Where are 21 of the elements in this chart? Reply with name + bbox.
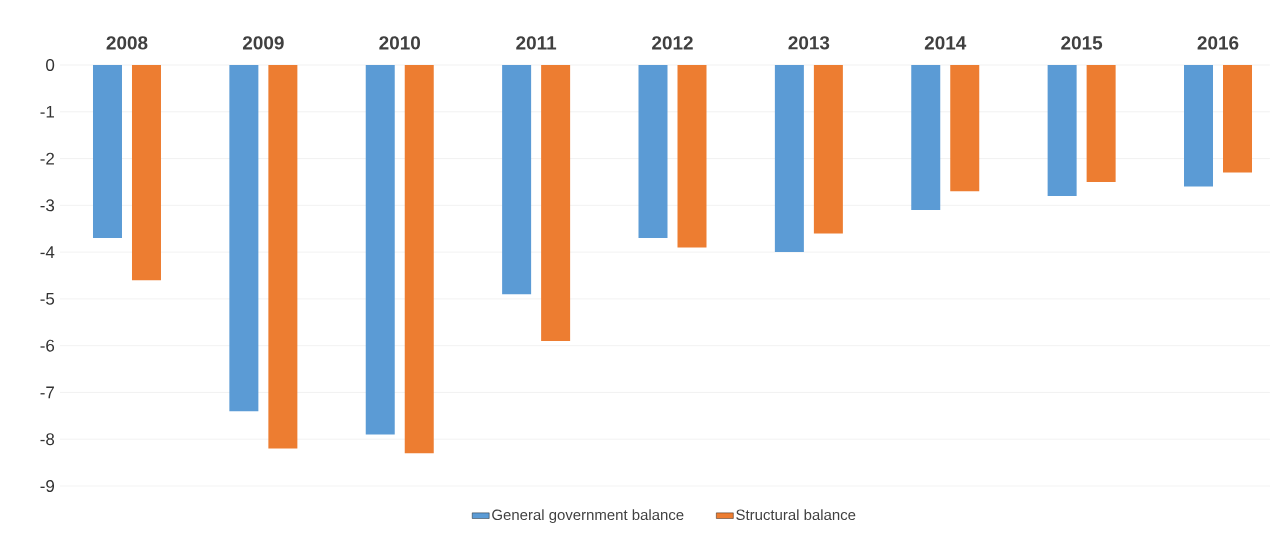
y-tick-label: -3	[40, 199, 55, 212]
y-tick-label: -9	[40, 480, 55, 492]
legend-label: Structural balance	[736, 509, 856, 521]
x-tick-label: 2014	[924, 36, 967, 50]
y-tick-label: 0	[46, 59, 55, 71]
x-tick-label: 2011	[516, 36, 557, 50]
y-tick-label: -7	[40, 386, 54, 399]
x-tick-label: 2012	[652, 36, 693, 50]
y-tick-label: -2	[40, 152, 54, 165]
x-tick-label: 2015	[1061, 36, 1103, 50]
x-tick-label: 2016	[1197, 36, 1239, 50]
legend-label: General government balance	[492, 509, 684, 524]
y-tick-label: -6	[40, 339, 55, 352]
x-tick-label: 2009	[242, 36, 284, 50]
x-tick-label: 2010	[379, 36, 421, 50]
x-tick-label: 2013	[788, 36, 830, 50]
y-tick-label: -1	[40, 105, 54, 118]
x-tick-label: 2008	[106, 36, 148, 50]
y-tick-label: -5	[40, 292, 55, 305]
y-tick-label: -4	[40, 246, 55, 258]
y-tick-label: -8	[40, 433, 55, 446]
